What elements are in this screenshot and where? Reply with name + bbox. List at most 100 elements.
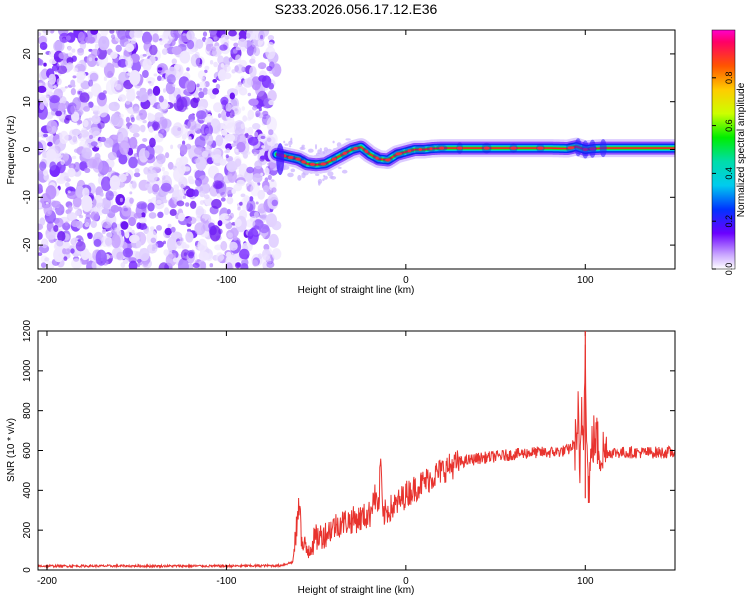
noise-speckle [233, 48, 238, 54]
noise-speckle [46, 120, 58, 135]
noise-speckle [48, 73, 56, 85]
noise-speckle [152, 33, 160, 43]
noise-speckle [86, 158, 98, 169]
noise-speckle [142, 138, 148, 142]
noise-speckle [233, 42, 239, 47]
noise-speckle [203, 194, 210, 200]
noise-speckle [108, 101, 120, 112]
noise-speckle [38, 82, 43, 86]
noise-speckle [249, 66, 257, 78]
noise-speckle [220, 129, 228, 136]
noise-speckle [246, 46, 254, 57]
noise-speckle [123, 207, 128, 212]
noise-speckle [133, 172, 141, 178]
ridge-halo-speckle [288, 140, 293, 146]
snr-xtick-label: -100 [216, 576, 236, 587]
snr-ytick-label: 0 [22, 567, 33, 573]
noise-speckle [247, 126, 254, 135]
noise-speckle [212, 180, 223, 190]
noise-speckle [265, 46, 276, 60]
noise-speckle [90, 210, 100, 221]
noise-speckle [101, 176, 112, 192]
noise-speckle [266, 261, 275, 268]
noise-speckle [234, 64, 245, 74]
noise-speckle [249, 216, 257, 222]
noise-speckle [265, 172, 270, 176]
ridge-halo-speckle [315, 173, 320, 176]
ridge-peak [353, 146, 358, 151]
noise-speckle [179, 144, 188, 156]
noise-speckle [135, 95, 140, 99]
noise-speckle [44, 257, 50, 262]
noise-speckle [71, 48, 76, 53]
noise-speckle [53, 225, 59, 232]
ridge-halo-speckle [290, 168, 296, 173]
noise-speckle [168, 198, 175, 207]
noise-speckle [261, 145, 266, 149]
noise-speckle [266, 65, 273, 72]
noise-speckle [211, 198, 222, 209]
noise-speckle [251, 39, 258, 48]
noise-speckle [146, 229, 158, 246]
snr-xtick-label: 0 [403, 576, 409, 587]
noise-speckle [38, 184, 43, 193]
noise-speckle [119, 197, 123, 203]
noise-speckle [215, 83, 221, 90]
noise-speckle [129, 179, 138, 190]
noise-speckle [66, 191, 78, 200]
noise-speckle [53, 85, 57, 89]
noise-speckle [64, 86, 68, 89]
snr-ytick-label: 400 [22, 482, 33, 499]
noise-speckle [142, 150, 150, 159]
spectrogram-xtick-label: -200 [37, 275, 57, 286]
noise-speckle [83, 143, 90, 150]
noise-speckle [197, 260, 207, 269]
noise-speckle [240, 263, 249, 269]
noise-speckle [138, 262, 143, 266]
noise-speckle [119, 113, 124, 118]
noise-speckle [47, 209, 51, 214]
colorbar-gradient [711, 29, 736, 270]
noise-speckle [216, 193, 221, 198]
noise-speckle [156, 225, 162, 231]
noise-speckle [242, 115, 248, 122]
noise-speckle [88, 79, 94, 87]
noise-speckle [208, 222, 216, 230]
noise-speckle [129, 30, 138, 39]
noise-speckle [228, 241, 238, 251]
noise-speckle [110, 34, 116, 39]
noise-speckle [204, 197, 213, 206]
noise-speckle [148, 199, 153, 203]
spectrogram-ylabel: Frequency (Hz) [6, 116, 17, 185]
noise-speckle [66, 57, 74, 65]
spectrogram-xlabel: Height of straight line (km) [298, 285, 415, 296]
noise-speckle [247, 109, 255, 120]
noise-speckle [214, 244, 223, 251]
noise-speckle [268, 82, 275, 90]
noise-speckle [106, 232, 113, 238]
noise-speckle [57, 65, 68, 75]
noise-speckle [225, 262, 233, 269]
noise-speckle [157, 211, 164, 218]
noise-speckle [43, 62, 47, 67]
noise-speckle [58, 52, 67, 60]
spectrogram-xtick-label: 100 [577, 275, 594, 286]
noise-speckle [51, 200, 61, 208]
noise-speckle [268, 233, 279, 248]
noise-speckle [128, 234, 140, 244]
noise-speckle [252, 173, 263, 183]
noise-speckle [197, 238, 208, 252]
noise-speckle [87, 232, 92, 237]
noise-speckle [205, 133, 214, 146]
ridge-halo-speckle [297, 174, 302, 181]
noise-speckle [187, 119, 197, 131]
noise-speckle [122, 247, 133, 258]
ridge-disturbance [581, 140, 589, 159]
noise-speckle [103, 62, 115, 78]
noise-speckle [131, 229, 135, 235]
noise-speckle [67, 104, 75, 115]
colorbar-tick-label: 0.8 [724, 72, 734, 85]
noise-speckle [246, 166, 254, 174]
noise-speckle [90, 220, 97, 228]
noise-speckle [119, 140, 130, 156]
